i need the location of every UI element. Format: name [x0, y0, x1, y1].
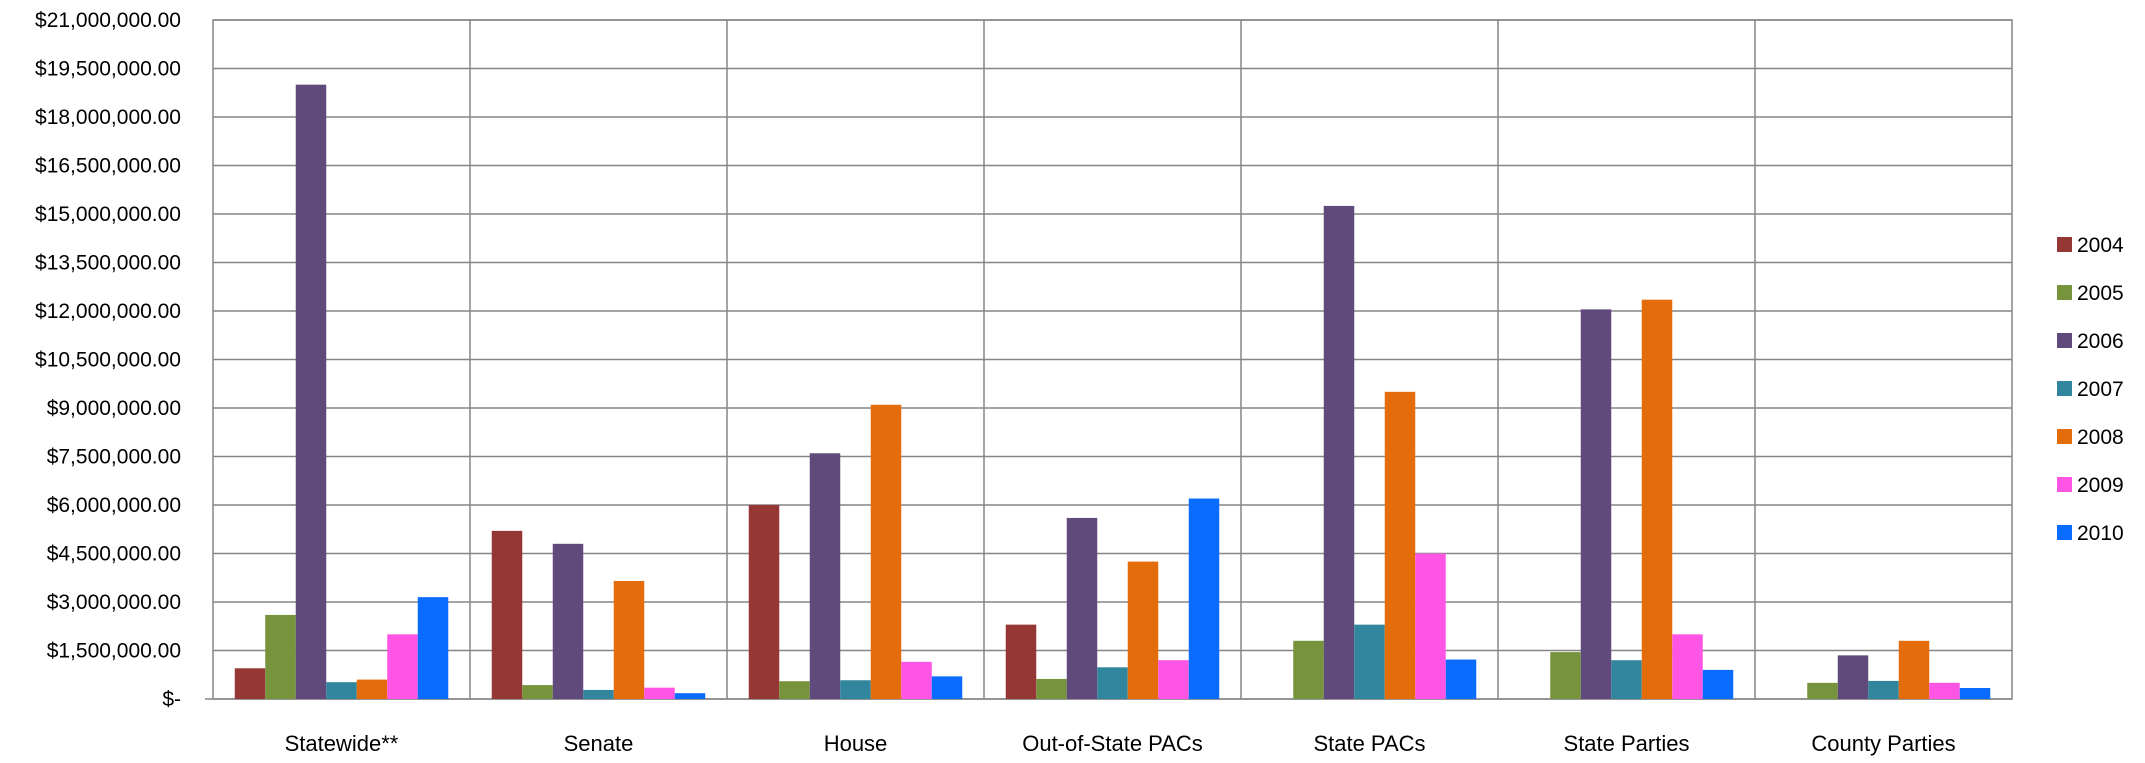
- bar-house-2006: [809, 453, 841, 699]
- bar-state-pacs-2010: [1445, 659, 1477, 699]
- bar-senate-2008: [613, 580, 645, 699]
- x-tick-label: State Parties: [1564, 731, 1690, 756]
- y-tick-label: $13,500,000.00: [35, 252, 181, 275]
- bar-county-parties-2008: [1898, 640, 1930, 699]
- bar-state-parties-2009: [1672, 634, 1703, 699]
- legend-swatch-2010: [2057, 525, 2072, 540]
- bar-statewide-2007: [326, 682, 357, 699]
- bar-county-parties-2005: [1807, 682, 1838, 699]
- bar-out-of-state-pacs-2006: [1066, 517, 1098, 699]
- y-tick-label: $9,000,000.00: [47, 397, 181, 420]
- y-tick-label: $-: [162, 688, 181, 711]
- y-tick-label: $21,000,000.00: [35, 9, 181, 32]
- y-tick-label: $15,000,000.00: [35, 203, 181, 226]
- bar-statewide-2005: [265, 614, 296, 699]
- bar-senate-2009: [644, 687, 675, 699]
- bar-state-pacs-2009: [1415, 553, 1446, 699]
- bar-house-2004: [748, 505, 780, 699]
- legend-swatch-2004: [2057, 237, 2072, 252]
- y-tick-label: $10,500,000.00: [35, 349, 181, 372]
- y-tick-label: $7,500,000.00: [47, 446, 181, 469]
- legend-swatch-2006: [2057, 333, 2072, 348]
- y-tick-label: $18,000,000.00: [35, 106, 181, 129]
- legend-label: 2008: [2077, 426, 2124, 449]
- bar-state-parties-2010: [1702, 669, 1734, 699]
- bar-county-parties-2009: [1929, 682, 1960, 699]
- bar-senate-2007: [583, 689, 614, 699]
- bar-state-parties-2005: [1550, 652, 1581, 699]
- legend-swatch-2007: [2057, 381, 2072, 396]
- bar-state-pacs-2008: [1384, 391, 1416, 699]
- y-tick-label: $1,500,000.00: [47, 640, 181, 663]
- legend: 2004 2005 2006 2007 2008 2009 2010: [2057, 234, 2124, 545]
- legend-swatch-2009: [2057, 477, 2072, 492]
- x-tick-label: House: [824, 731, 888, 756]
- bar-state-parties-2008: [1641, 299, 1673, 699]
- bar-senate-2004: [491, 530, 523, 699]
- bar-county-parties-2006: [1837, 655, 1869, 699]
- bar-out-of-state-pacs-2007: [1097, 667, 1128, 699]
- legend-label: 2010: [2077, 522, 2124, 545]
- bar-house-2008: [870, 404, 902, 699]
- bar-house-2009: [901, 661, 932, 699]
- bar-statewide-2010: [417, 597, 449, 699]
- bar-statewide-2008: [356, 679, 388, 699]
- bar-senate-2010: [674, 693, 706, 699]
- y-tick-label: $6,000,000.00: [47, 494, 181, 517]
- bar-statewide-2006: [295, 84, 327, 699]
- gridlines: [212, 19, 2013, 700]
- x-tick-label: Senate: [564, 731, 634, 756]
- bar-out-of-state-pacs-2004: [1005, 624, 1037, 699]
- legend-swatch-2005: [2057, 285, 2072, 300]
- bar-county-parties-2007: [1868, 680, 1899, 699]
- x-tick-label: State PACs: [1313, 731, 1425, 756]
- bar-state-pacs-2005: [1293, 640, 1324, 699]
- legend-label: 2005: [2077, 282, 2124, 305]
- y-tick-label: $12,000,000.00: [35, 300, 181, 323]
- y-tick-label: $19,500,000.00: [35, 58, 181, 81]
- x-tick-label: Statewide**: [285, 731, 399, 756]
- bar-house-2007: [840, 680, 871, 699]
- x-tick-label: County Parties: [1811, 731, 1955, 756]
- x-tick-label: Out-of-State PACs: [1022, 731, 1203, 756]
- bar-statewide-2004: [234, 668, 266, 699]
- bar-out-of-state-pacs-2005: [1036, 678, 1067, 699]
- bar-statewide-2009: [387, 634, 418, 699]
- legend-label: 2009: [2077, 474, 2124, 497]
- y-tick-label: $3,000,000.00: [47, 591, 181, 614]
- bars: [234, 84, 1991, 699]
- legend-swatch-2008: [2057, 429, 2072, 444]
- bar-state-parties-2007: [1611, 660, 1642, 699]
- y-tick-label: $16,500,000.00: [35, 155, 181, 178]
- legend-label: 2007: [2077, 378, 2124, 401]
- legend-label: 2006: [2077, 330, 2124, 353]
- bar-out-of-state-pacs-2010: [1188, 498, 1220, 699]
- bar-senate-2006: [552, 543, 584, 699]
- bar-senate-2005: [522, 685, 553, 699]
- bar-out-of-state-pacs-2009: [1158, 660, 1189, 699]
- legend-label: 2004: [2077, 234, 2124, 257]
- axes: $- $1,500,000.00 $3,000,000.00 $4,500,000.0…: [35, 9, 1956, 756]
- bar-house-2010: [931, 676, 963, 699]
- y-tick-label: $4,500,000.00: [47, 543, 181, 566]
- bar-county-parties-2010: [1959, 688, 1991, 699]
- bar-state-parties-2006: [1580, 309, 1612, 699]
- bar-state-pacs-2006: [1323, 205, 1355, 699]
- bar-state-pacs-2007: [1354, 624, 1385, 699]
- bar-out-of-state-pacs-2008: [1127, 561, 1159, 699]
- bar-house-2005: [779, 681, 810, 699]
